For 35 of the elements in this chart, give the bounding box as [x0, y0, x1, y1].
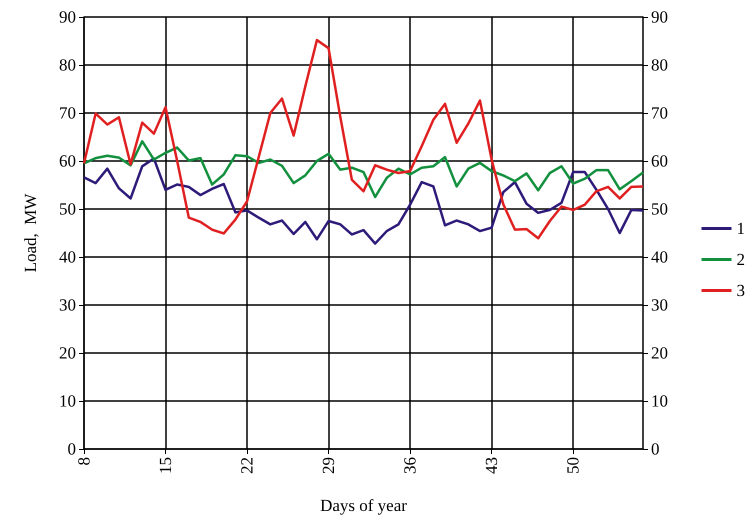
x-tick-label: 8 — [74, 457, 94, 466]
y2-tick-label: 50 — [651, 200, 668, 218]
y-tick-label: 60 — [59, 152, 76, 170]
y-axis-title: Load, MW — [21, 192, 40, 272]
y2-tick-label: 0 — [651, 440, 660, 458]
y-tick-label: 40 — [59, 248, 76, 266]
y-tick-label: 80 — [59, 56, 76, 74]
y2-tick-label: 20 — [651, 344, 668, 362]
y2-tick-label: 90 — [651, 8, 668, 26]
y2-tick-label: 40 — [651, 248, 668, 266]
y-tick-label: 10 — [59, 392, 76, 410]
legend-label: 1 — [736, 219, 745, 238]
legend-label: 2 — [736, 250, 745, 269]
y2-tick-label: 60 — [651, 152, 668, 170]
y-tick-label: 90 — [59, 8, 76, 26]
line-series — [82, 140, 644, 198]
y2-tick-label: 30 — [651, 296, 668, 314]
y-tick-label: 0 — [68, 440, 76, 458]
legend-label: 3 — [736, 281, 745, 300]
line-series — [82, 38, 644, 240]
x-tick-label: 29 — [319, 457, 338, 474]
y2-tick-label: 70 — [651, 104, 668, 122]
x-axis-title: Days of year — [320, 496, 408, 515]
y2-tick-label: 10 — [651, 392, 668, 410]
y-tick-label: 50 — [59, 200, 76, 218]
x-tick-label: 15 — [156, 457, 176, 474]
x-tick-label: 22 — [238, 457, 257, 474]
x-tick-label: 50 — [564, 457, 583, 474]
y-tick-label: 30 — [59, 296, 76, 314]
x-tick-label: 36 — [400, 457, 420, 474]
line-series — [82, 157, 644, 245]
y-tick-label: 70 — [59, 104, 76, 122]
x-tick-label: 43 — [482, 457, 502, 474]
y2-tick-label: 80 — [651, 56, 668, 74]
y-tick-label: 20 — [59, 344, 76, 362]
